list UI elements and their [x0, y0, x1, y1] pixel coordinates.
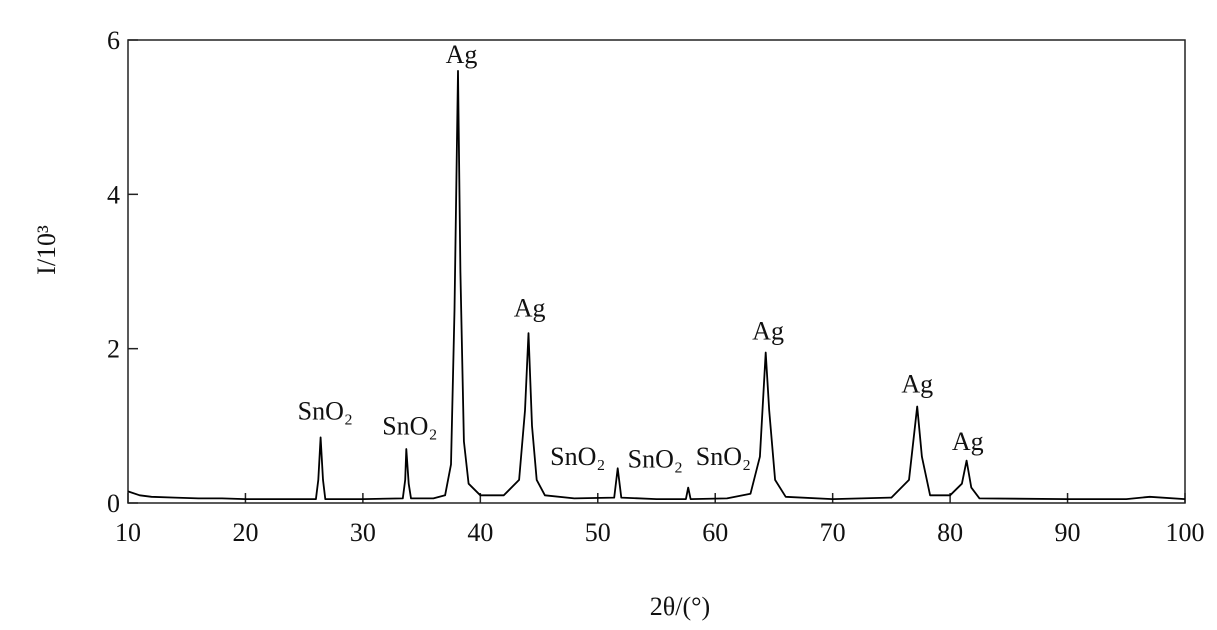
peak-label: Ag	[514, 293, 546, 322]
peak-label: Ag	[752, 316, 784, 345]
y-axis-label: I/10³	[32, 225, 61, 275]
peak-label: Ag	[446, 40, 478, 69]
x-tick-label: 70	[820, 518, 846, 547]
x-tick-label: 90	[1055, 518, 1081, 547]
x-tick-label: 30	[350, 518, 376, 547]
x-axis-label: 2θ/(°)	[650, 592, 710, 621]
y-tick-label: 2	[107, 335, 120, 364]
x-tick-label: 20	[232, 518, 258, 547]
x-tick-label: 10	[115, 518, 141, 547]
y-tick-label: 0	[107, 489, 120, 518]
peak-label: SnO₂	[696, 442, 751, 471]
x-tick-label: 40	[467, 518, 493, 547]
x-tick-label: 50	[585, 518, 611, 547]
peak-label: Ag	[901, 370, 933, 399]
y-tick-label: 6	[107, 26, 120, 55]
x-tick-label: 100	[1166, 518, 1205, 547]
peak-label: Ag	[952, 427, 984, 456]
x-tick-label: 60	[702, 518, 728, 547]
x-tick-label: 80	[937, 518, 963, 547]
y-tick-label: 4	[107, 180, 120, 209]
peak-label: SnO₂	[550, 442, 605, 471]
peak-label: SnO₂	[298, 397, 353, 426]
data-line	[127, 70, 1186, 500]
peak-label: SnO₂	[628, 445, 683, 474]
plot-frame	[127, 39, 1186, 504]
peak-label: SnO₂	[382, 411, 437, 440]
